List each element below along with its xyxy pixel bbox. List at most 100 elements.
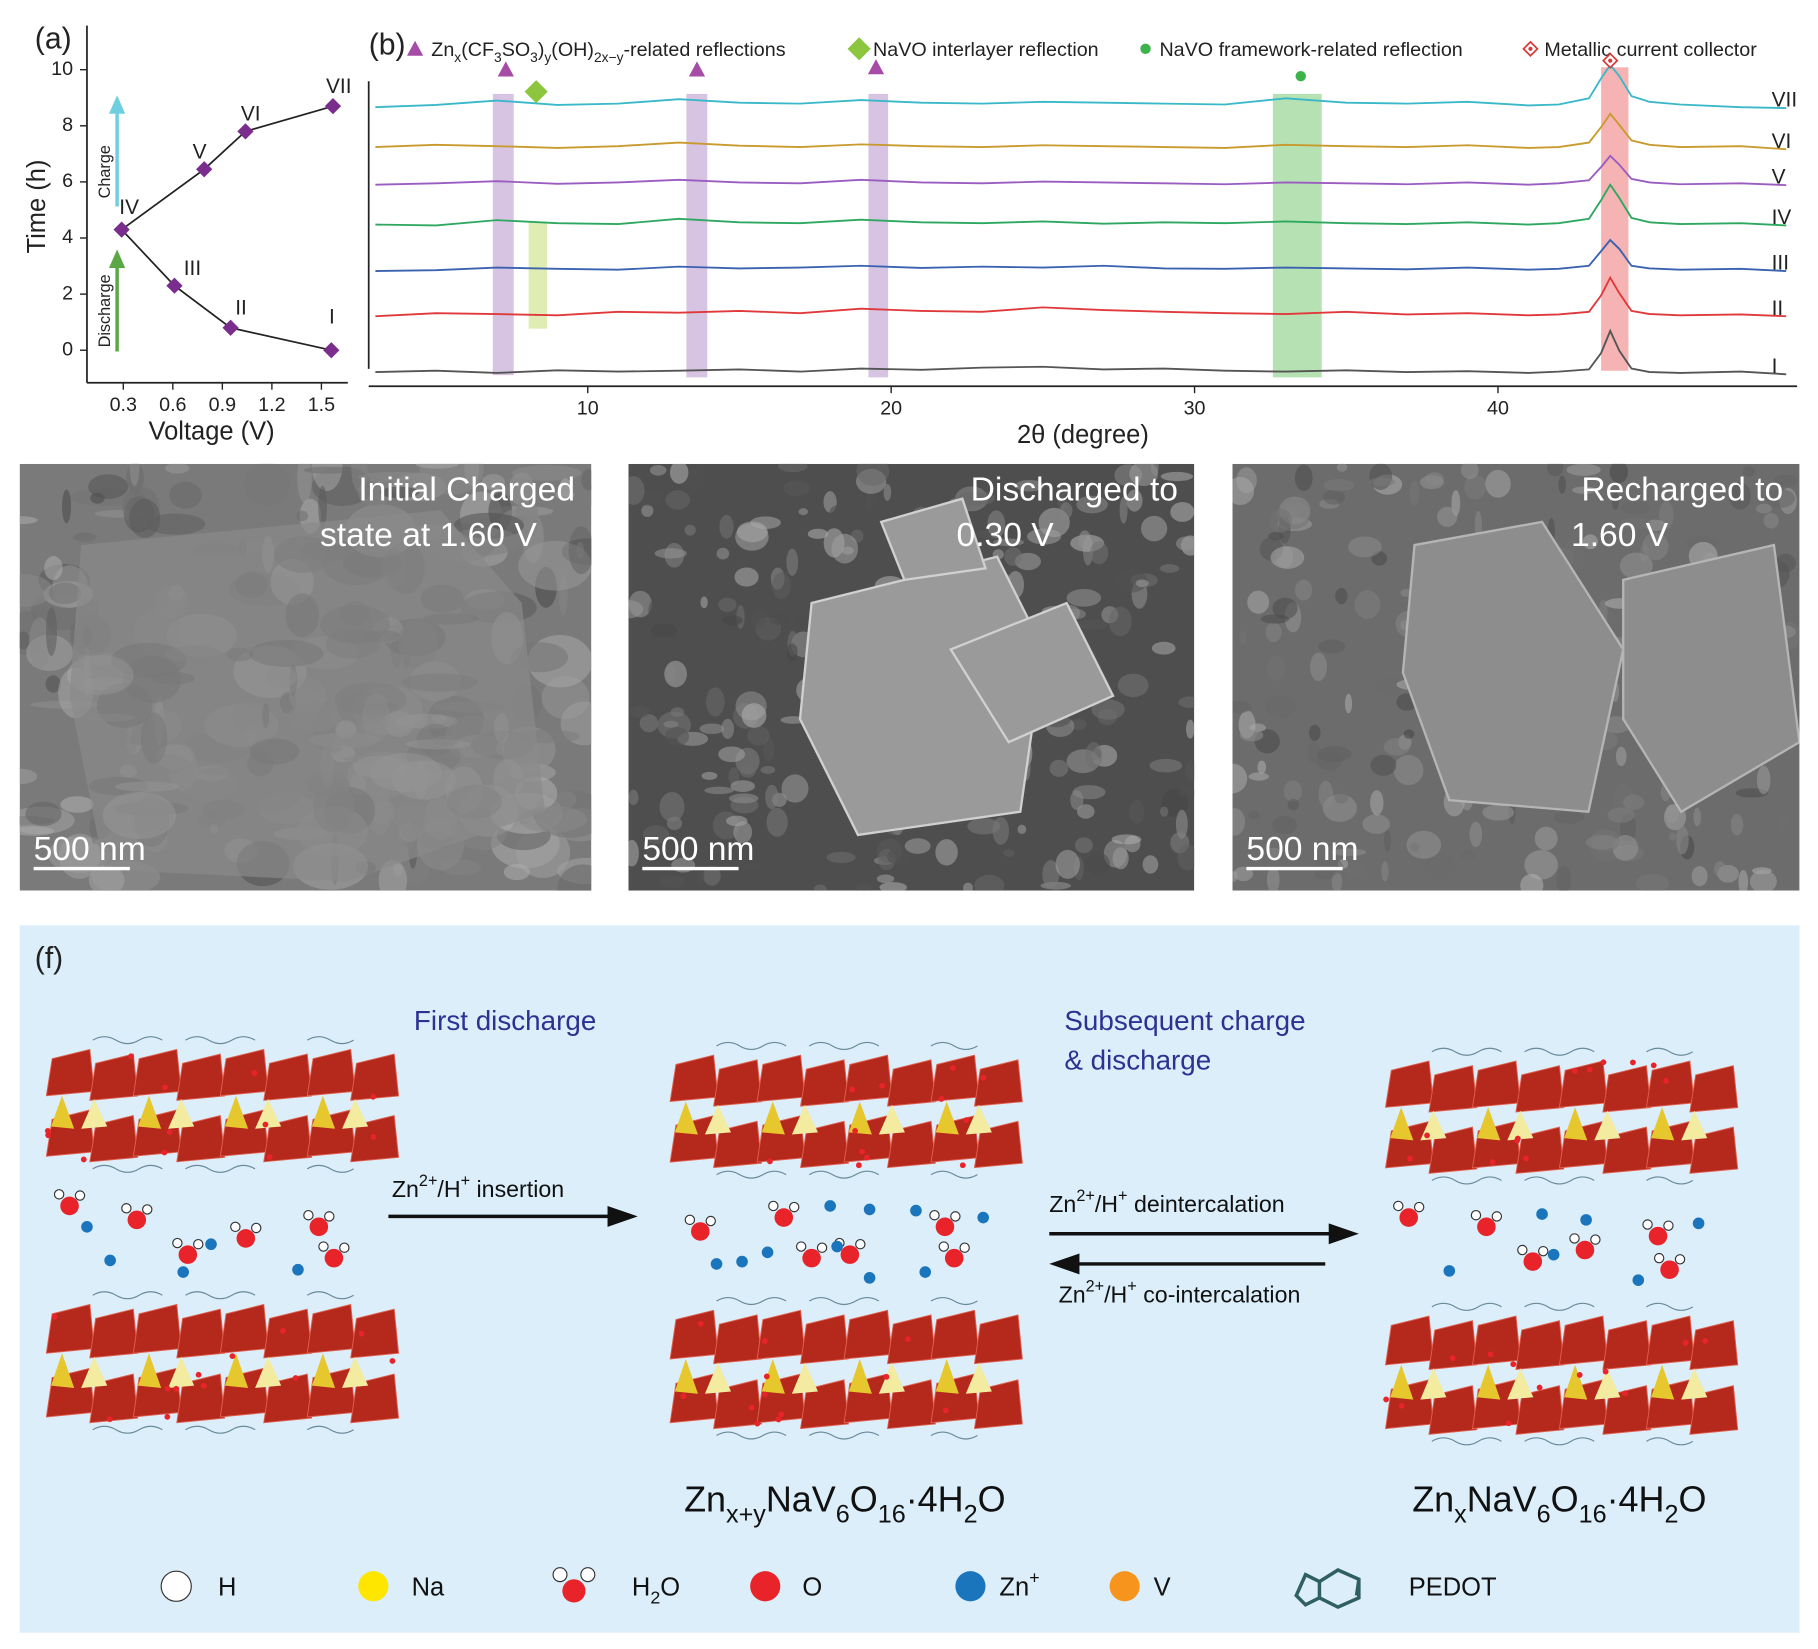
sem-grain [1534,826,1558,851]
text-part: + [1127,1278,1136,1296]
annotation-arrowhead [108,249,126,268]
sem-grain [19,768,38,785]
na-tetrahedron [1507,1110,1534,1141]
legend-label: Znx(CF3SO3)y(OH)2x−y-related reflections [431,39,785,65]
panel-label: (a) [35,23,72,56]
sem-grain [1108,606,1132,637]
sem-flake [69,510,545,882]
y-tick-label: 2 [62,282,73,304]
text-part: NaVO interlayer reflection [873,39,1099,61]
water-h [1470,1210,1482,1221]
text-part: Zn [1049,1191,1076,1217]
sem-grain [1078,530,1092,550]
sem-grain [1730,813,1744,836]
na-tetrahedron [342,1098,369,1129]
oxygen [1407,1155,1413,1162]
text-part: 6 [836,1500,850,1528]
oxygen [195,1371,202,1378]
sem-grain [1149,758,1183,773]
text-part: Zn [684,1478,726,1519]
marker-center [1528,46,1533,51]
octahedron [973,1059,1023,1107]
sem-flake [1401,520,1625,813]
annotation: Charge [96,145,114,198]
sem-grain [61,489,72,524]
sem-grain [1336,463,1348,472]
sem-grain [1354,590,1381,619]
sem-grain [1232,808,1246,836]
na-tetrahedron [81,1098,108,1129]
oxygen [44,1127,51,1134]
oxygen [763,1373,770,1380]
sem-grain [19,826,55,836]
peak-marker [497,61,514,77]
legend-icon [160,1570,192,1602]
water-h [768,1200,779,1212]
peak-marker [867,59,885,75]
na-tetrahedron [848,1359,872,1394]
sem-grain [1665,804,1679,824]
image-caption: 0.30 V [957,517,1055,554]
point-label: IV [119,196,139,219]
sem-grain [1331,872,1343,891]
sem-grain [772,572,791,600]
crystal-layer [669,1041,1023,1179]
na-tetrahedron [1390,1364,1414,1400]
sem-grain [557,864,592,891]
sem-grain [380,486,419,499]
text-part: 2+ [419,1172,438,1190]
text-part: O [850,1478,878,1519]
sem-grain [243,463,291,506]
sem-grain [721,718,735,739]
oxygen [1576,1372,1583,1378]
sem-grain [1393,755,1424,786]
sem-grain [1266,847,1281,857]
na-tetrahedron [137,1353,162,1388]
octahedron [887,1379,936,1430]
highlight-band [1272,93,1322,378]
sem-grain [1272,815,1298,835]
oxygen [863,1154,870,1161]
octahedron [89,1114,139,1163]
octahedron [176,1114,226,1163]
legend-marker [406,40,424,56]
text-part: 3 [494,50,502,65]
water-h [1517,1244,1528,1256]
legend-label: O [802,1573,822,1601]
sem-grain [628,789,639,806]
na-tetrahedron [704,1104,732,1135]
legend-label: NaVO interlayer reflection [873,39,1099,61]
sem-grain [19,574,53,607]
water-h [53,1189,65,1200]
octahedron [1689,1126,1739,1174]
octahedron [973,1120,1023,1169]
sem-grain [1423,852,1456,880]
na-tetrahedron [791,1104,818,1135]
text-part: deintercalation [1128,1191,1285,1217]
sem-grain [1055,849,1080,879]
sem-grain [1383,829,1391,853]
panel-label: (b) [369,28,406,61]
sem-grain [1140,515,1168,542]
sem-grain [169,481,202,509]
water-h [303,1210,314,1221]
sem-grain [311,463,343,491]
na-tetrahedron [51,1353,75,1388]
octahedron [176,1373,226,1424]
octahedron [713,1379,762,1430]
sem-grain [28,617,51,669]
oxygen [106,1416,113,1423]
na-tetrahedron [168,1098,195,1129]
sem-grain [987,510,1006,539]
step-title: & discharge [1064,1045,1211,1076]
oxygen [778,1411,785,1418]
na-tetrahedron [1681,1368,1708,1400]
legend-icon [1294,1568,1361,1610]
sem-grain [747,726,770,746]
sem-grain [1233,866,1254,882]
na-tetrahedron [935,1101,959,1135]
sem-grain [1232,700,1252,714]
pedot-chain [92,1164,354,1173]
sem-grain [318,485,327,529]
sem-grain [44,556,63,581]
